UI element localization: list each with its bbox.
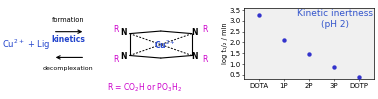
Point [281,40,287,41]
Point [256,15,262,16]
Text: Cu$^{2+}$ + Lig: Cu$^{2+}$ + Lig [2,37,51,52]
Text: N: N [192,28,198,37]
Text: kinetics: kinetics [51,35,85,44]
Text: N: N [120,28,127,37]
Text: Cu$^{2+}$: Cu$^{2+}$ [154,38,175,51]
Text: R: R [114,25,119,34]
Text: R: R [203,25,208,34]
Text: formation: formation [52,17,85,23]
Text: N: N [120,52,127,61]
Point [306,53,312,55]
Point [356,76,362,77]
Y-axis label: log t₁/₂ / min: log t₁/₂ / min [222,23,228,64]
Text: R: R [114,55,119,64]
Text: R: R [203,55,208,64]
Text: Kinetic inertness
(pH 2): Kinetic inertness (pH 2) [297,9,373,29]
Text: decomplexation: decomplexation [43,66,94,71]
Text: N: N [192,52,198,61]
Text: R = CO$_2$H or PO$_3$H$_2$: R = CO$_2$H or PO$_3$H$_2$ [107,82,181,94]
Point [331,67,337,68]
